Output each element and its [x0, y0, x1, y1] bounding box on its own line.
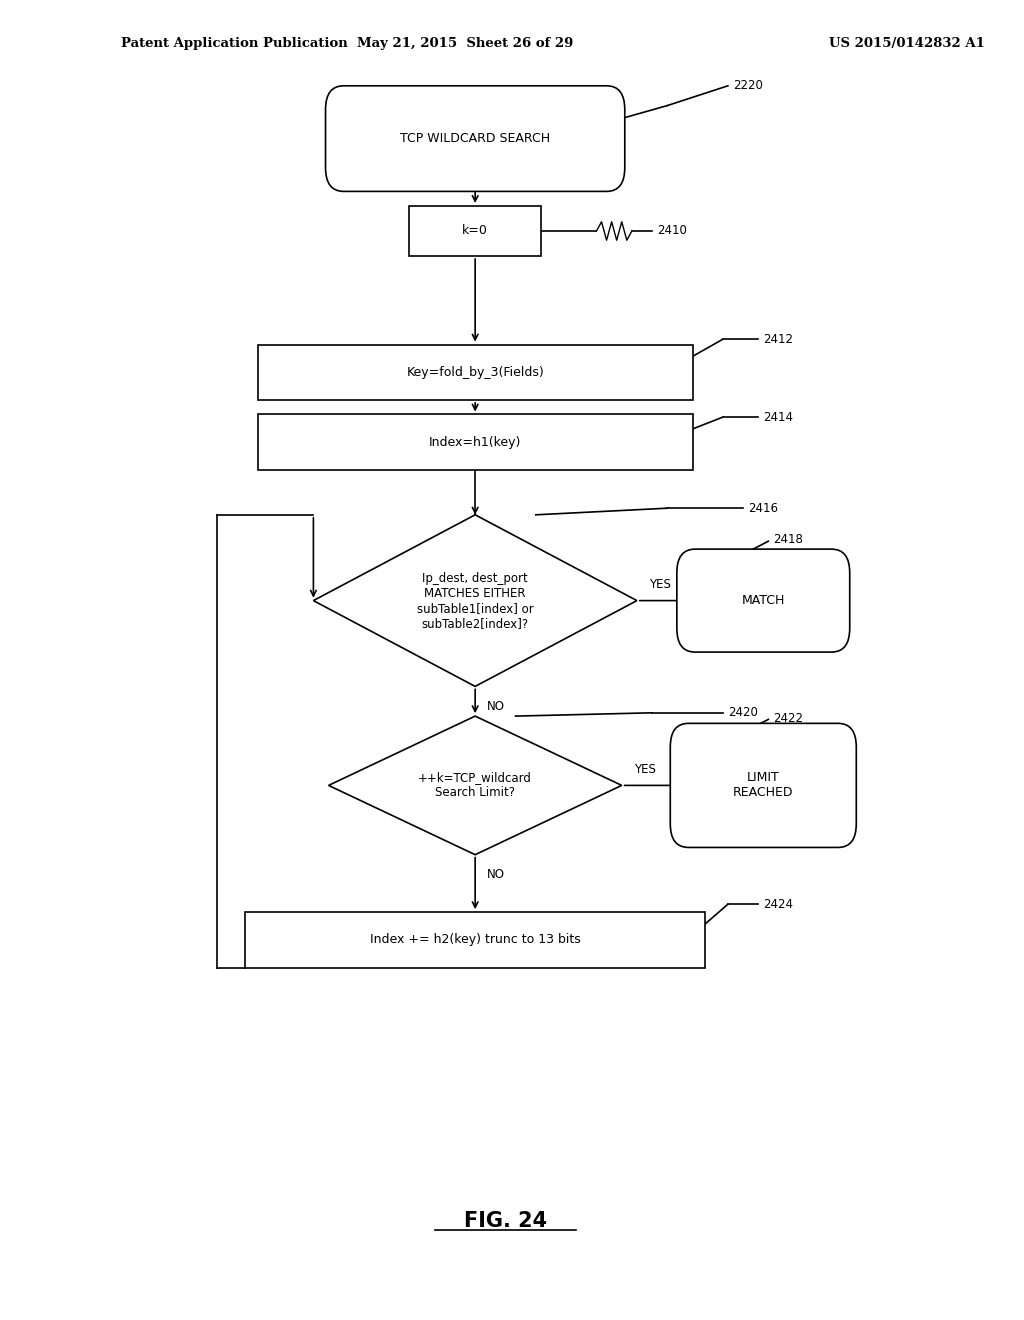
Text: NO: NO — [487, 869, 505, 880]
Text: 2424: 2424 — [763, 898, 794, 911]
Text: FIG. 24: FIG. 24 — [464, 1210, 547, 1232]
Text: Ip_dest, dest_port
MATCHES EITHER
subTable1[index] or
subTable2[index]?: Ip_dest, dest_port MATCHES EITHER subTab… — [417, 572, 534, 630]
Text: Key=fold_by_3(Fields): Key=fold_by_3(Fields) — [407, 366, 544, 379]
Text: 2412: 2412 — [763, 333, 794, 346]
Text: 2410: 2410 — [657, 224, 687, 238]
FancyBboxPatch shape — [245, 912, 706, 968]
Text: 2420: 2420 — [728, 706, 758, 719]
Text: US 2015/0142832 A1: US 2015/0142832 A1 — [829, 37, 985, 50]
Text: MATCH: MATCH — [741, 594, 785, 607]
Text: LIMIT
REACHED: LIMIT REACHED — [733, 771, 794, 800]
Text: k=0: k=0 — [462, 224, 488, 238]
FancyBboxPatch shape — [410, 206, 541, 256]
FancyBboxPatch shape — [671, 723, 856, 847]
Text: ++k=TCP_wildcard
Search Limit?: ++k=TCP_wildcard Search Limit? — [418, 771, 532, 800]
Polygon shape — [329, 715, 622, 855]
Text: NO: NO — [487, 700, 505, 713]
Text: TCP WILDCARD SEARCH: TCP WILDCARD SEARCH — [400, 132, 550, 145]
Text: YES: YES — [649, 578, 671, 591]
FancyBboxPatch shape — [258, 414, 692, 470]
Text: 2416: 2416 — [749, 502, 778, 515]
Polygon shape — [313, 515, 637, 686]
Text: May 21, 2015  Sheet 26 of 29: May 21, 2015 Sheet 26 of 29 — [356, 37, 573, 50]
Text: 2414: 2414 — [763, 411, 794, 424]
Text: 2220: 2220 — [733, 79, 763, 92]
FancyBboxPatch shape — [677, 549, 850, 652]
Text: Patent Application Publication: Patent Application Publication — [121, 37, 348, 50]
Text: Index += h2(key) trunc to 13 bits: Index += h2(key) trunc to 13 bits — [370, 933, 581, 946]
Text: 2418: 2418 — [773, 533, 803, 546]
Text: 2422: 2422 — [773, 711, 804, 725]
Text: Index=h1(key): Index=h1(key) — [429, 436, 521, 449]
FancyBboxPatch shape — [258, 345, 692, 400]
FancyBboxPatch shape — [326, 86, 625, 191]
Text: YES: YES — [634, 763, 655, 776]
